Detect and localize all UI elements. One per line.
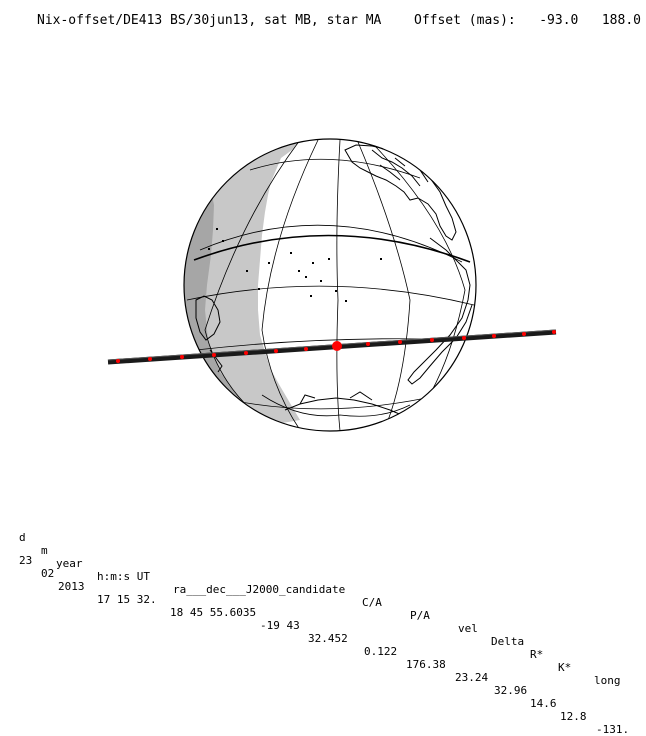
header-pa: P/A (410, 609, 430, 622)
plot-title: Nix-offset/DE413 BS/30jun13, sat MB, sta… (37, 13, 382, 28)
offset-x-value: -93.0 (539, 13, 579, 28)
value-year: 2013 (58, 580, 85, 593)
header-day: d (19, 531, 26, 544)
value-vel: 23.24 (455, 671, 489, 684)
value-ca: 0.122 (364, 645, 398, 658)
offset-y-value: 188.0 (601, 13, 641, 28)
value-dec: -19 43 (260, 619, 300, 632)
header-time: h:m:s UT (97, 570, 150, 583)
header-radec: ra___dec___J2000_candidate (173, 583, 346, 596)
value-kstar: 12.8 (560, 710, 587, 723)
value-month: 02 (41, 567, 55, 580)
offset-readout: Offset (mas): -93.0 188.0 (414, 13, 641, 28)
occultation-map (107, 138, 557, 432)
track-markers (116, 330, 556, 363)
pacific-islands (208, 228, 382, 302)
header-delta: Delta (491, 635, 525, 648)
equator-line (193, 234, 471, 263)
value-rstar: 14.6 (530, 697, 557, 710)
value-pa: 176.38 (406, 658, 446, 671)
value-time: 17 15 32. (97, 593, 157, 606)
header-vel: vel (458, 622, 478, 635)
value-day: 23 (19, 554, 33, 567)
table-row: 23 02 2013 17 15 32. 18 45 55.6035 -19 4… (0, 541, 646, 736)
value-ra: 18 45 55.6035 (170, 606, 257, 619)
value-long: -131. (596, 723, 630, 736)
header-year: year (56, 557, 83, 570)
value-delta: 32.96 (494, 684, 528, 697)
closest-approach-marker (332, 341, 342, 351)
offset-label: Offset (mas): (414, 13, 516, 28)
header-month: m (41, 544, 48, 557)
globe-outline (183, 138, 477, 432)
header-long: long (594, 674, 621, 687)
table-header: d m year h:m:s UT ra___dec___J2000_candi… (0, 518, 646, 687)
value-dec-sec: 32.452 (308, 632, 348, 645)
header-ca: C/A (362, 596, 382, 609)
graticule (186, 139, 475, 431)
header-kstar: K* (558, 661, 572, 674)
header-rstar: R* (530, 648, 544, 661)
